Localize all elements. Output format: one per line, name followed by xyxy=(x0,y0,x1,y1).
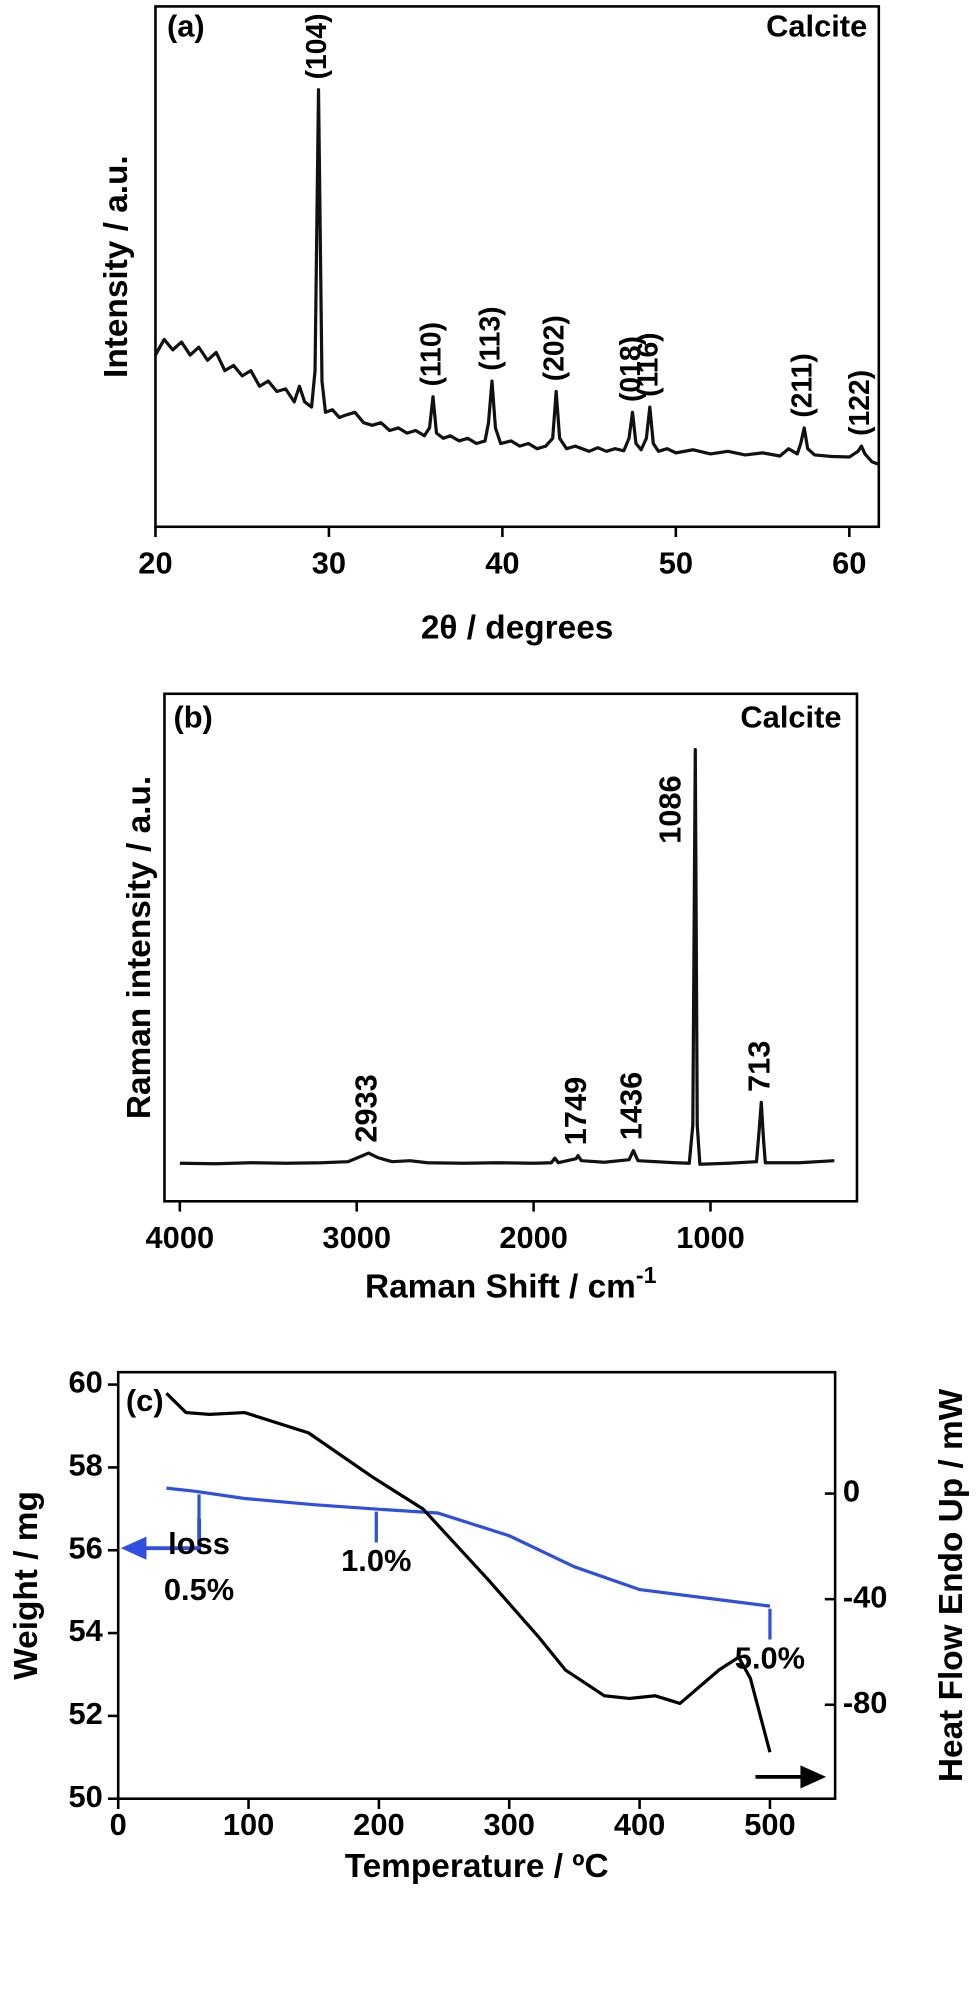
y-tick-label: 60 xyxy=(68,1365,102,1400)
x-axis-label-text: Raman Shift / cm xyxy=(365,1268,636,1305)
x-axis-label: 2θ / degrees xyxy=(421,609,614,646)
peak-annotation: (104) xyxy=(300,13,332,79)
annotation-text: 5.0% xyxy=(735,1640,805,1675)
y-tick-label: 58 xyxy=(68,1448,102,1483)
x-tick-label: 20 xyxy=(138,545,172,580)
panel-label: (c) xyxy=(126,1383,164,1418)
x-axis-label: Raman Shift / cm-1 xyxy=(365,1262,657,1305)
y-tick-label: 52 xyxy=(68,1696,102,1731)
peak-annotation: (113) xyxy=(473,306,505,370)
y-tick-label: 50 xyxy=(68,1779,102,1814)
x-axis-label-sup: -1 xyxy=(636,1262,657,1288)
y-tick-label: 54 xyxy=(68,1613,102,1648)
x-tick-label: 40 xyxy=(485,545,519,580)
peak-annotation: (018) xyxy=(614,336,646,402)
y2-tick-label: -40 xyxy=(843,1579,888,1614)
y2-tick-label: -80 xyxy=(843,1685,888,1720)
x-tick-label: 400 xyxy=(614,1807,665,1842)
y-axis-label: Raman intensity / a.u. xyxy=(121,776,158,1119)
data-line xyxy=(166,1486,771,1608)
y-axis-label: Intensity / a.u. xyxy=(98,155,135,378)
x-tick-label: 2000 xyxy=(499,1220,568,1255)
y-axis-label: Weight / mg xyxy=(8,1491,45,1680)
plot-frame xyxy=(163,692,859,1203)
panel-label: (a) xyxy=(167,8,205,43)
heat-axis-arrowhead xyxy=(800,1765,827,1789)
peak-annotation: (202) xyxy=(538,315,570,381)
peak-label: 713 xyxy=(741,1041,776,1092)
peak-label: 1749 xyxy=(558,1077,593,1146)
annotation-text: loss xyxy=(168,1526,230,1561)
data-line xyxy=(154,88,880,466)
x-tick-label: 200 xyxy=(353,1807,404,1842)
x-tick-label: 100 xyxy=(223,1807,274,1842)
x-tick-label: 300 xyxy=(484,1807,535,1842)
panel-note: Calcite xyxy=(766,8,867,43)
x-tick-label: 3000 xyxy=(322,1220,391,1255)
x-axis-label-text: 2θ / degrees xyxy=(421,609,614,646)
figure-body: 20 30 40 50 60 2θ / degrees Intensity / a.u. (a… xyxy=(8,5,970,1885)
annotation-text: 0.5% xyxy=(164,1572,234,1607)
weight-axis-arrow xyxy=(143,1518,202,1551)
peak-annotation: (122) xyxy=(843,370,875,436)
data-line xyxy=(179,748,835,1166)
peak-label: 1086 xyxy=(652,775,687,844)
peak-annotation: (116) xyxy=(631,332,663,396)
plot-frame xyxy=(154,5,881,529)
peak-annotation: (110) xyxy=(414,322,446,386)
annotation-text: 1.0% xyxy=(341,1543,411,1578)
x-tick-label: 4000 xyxy=(146,1220,215,1255)
panel-label: (b) xyxy=(173,700,212,735)
x-axis-label-text: Temperature / ºC xyxy=(345,1848,609,1885)
data-line xyxy=(165,1392,772,1753)
x-tick-label: 30 xyxy=(312,545,346,580)
x-tick-label: 0 xyxy=(110,1807,127,1842)
y2-axis-label: Heat Flow Endo Up / mW xyxy=(933,1388,970,1782)
peak-annotation: (211) xyxy=(786,353,818,417)
x-tick-label: 50 xyxy=(659,545,693,580)
y-tick-label: 56 xyxy=(68,1530,102,1565)
peak-label: 1436 xyxy=(614,1072,649,1141)
x-tick-label: 1000 xyxy=(676,1220,745,1255)
panel-note: Calcite xyxy=(740,700,841,735)
x-axis-label: Temperature / ºC xyxy=(345,1848,609,1885)
weight-axis-arrowhead xyxy=(120,1536,147,1560)
x-tick-label: 500 xyxy=(744,1807,795,1842)
x-tick-label: 60 xyxy=(832,545,866,580)
peak-label: 2933 xyxy=(349,1074,384,1143)
plot-frame xyxy=(116,1370,837,1801)
y2-tick-label: 0 xyxy=(843,1474,860,1509)
